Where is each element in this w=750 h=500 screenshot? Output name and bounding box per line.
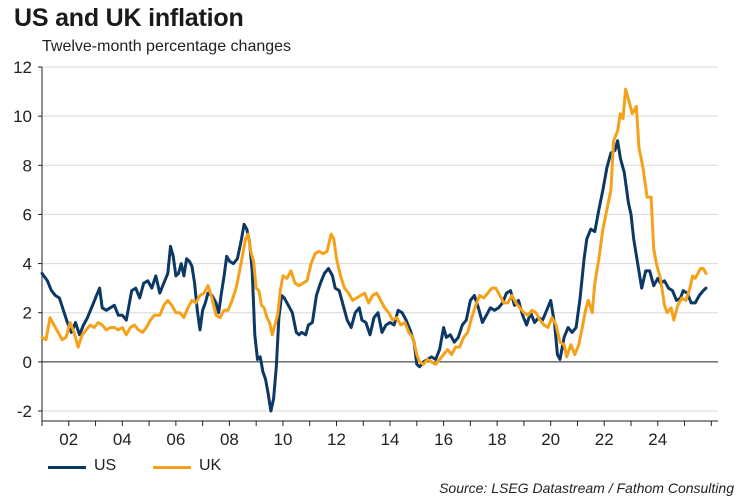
gridlines: [42, 66, 718, 412]
axes: [38, 66, 718, 426]
y-tick-label: 6: [23, 205, 32, 224]
series-lines: [40, 87, 708, 413]
chart-subtitle: Twelve-month percentage changes: [42, 38, 292, 55]
y-tick-label: 2: [23, 304, 32, 323]
legend-swatch-us: [48, 466, 86, 469]
x-tick-label: 16: [434, 430, 453, 449]
x-tick-label: 04: [113, 430, 132, 449]
series-line-us: [40, 139, 708, 413]
x-tick-label: 02: [59, 430, 78, 449]
x-tick-label: 22: [595, 430, 614, 449]
x-tick-label: 12: [327, 430, 346, 449]
x-tick-label: 10: [273, 430, 292, 449]
y-tick-label: 12: [13, 58, 32, 77]
y-tick-label: 0: [23, 353, 32, 372]
x-tick-label: 24: [648, 430, 667, 449]
y-tick-label: -2: [17, 402, 32, 421]
x-tick-label: 06: [166, 430, 185, 449]
chart-title: US and UK inflation: [14, 4, 244, 32]
x-tick-label: 20: [541, 430, 560, 449]
legend-swatch-uk: [153, 466, 191, 469]
y-tick-label: 10: [13, 107, 32, 126]
y-tick-label: 8: [23, 156, 32, 175]
legend-label-uk: UK: [199, 457, 222, 474]
x-tick-label: 18: [488, 430, 507, 449]
y-tick-label: 4: [23, 255, 32, 274]
source-note: Source: LSEG Datastream / Fathom Consult…: [439, 480, 734, 496]
x-tick-label: 08: [220, 430, 239, 449]
x-tick-label: 14: [381, 430, 400, 449]
legend-label-us: US: [94, 457, 117, 474]
series-line-uk: [40, 87, 708, 366]
